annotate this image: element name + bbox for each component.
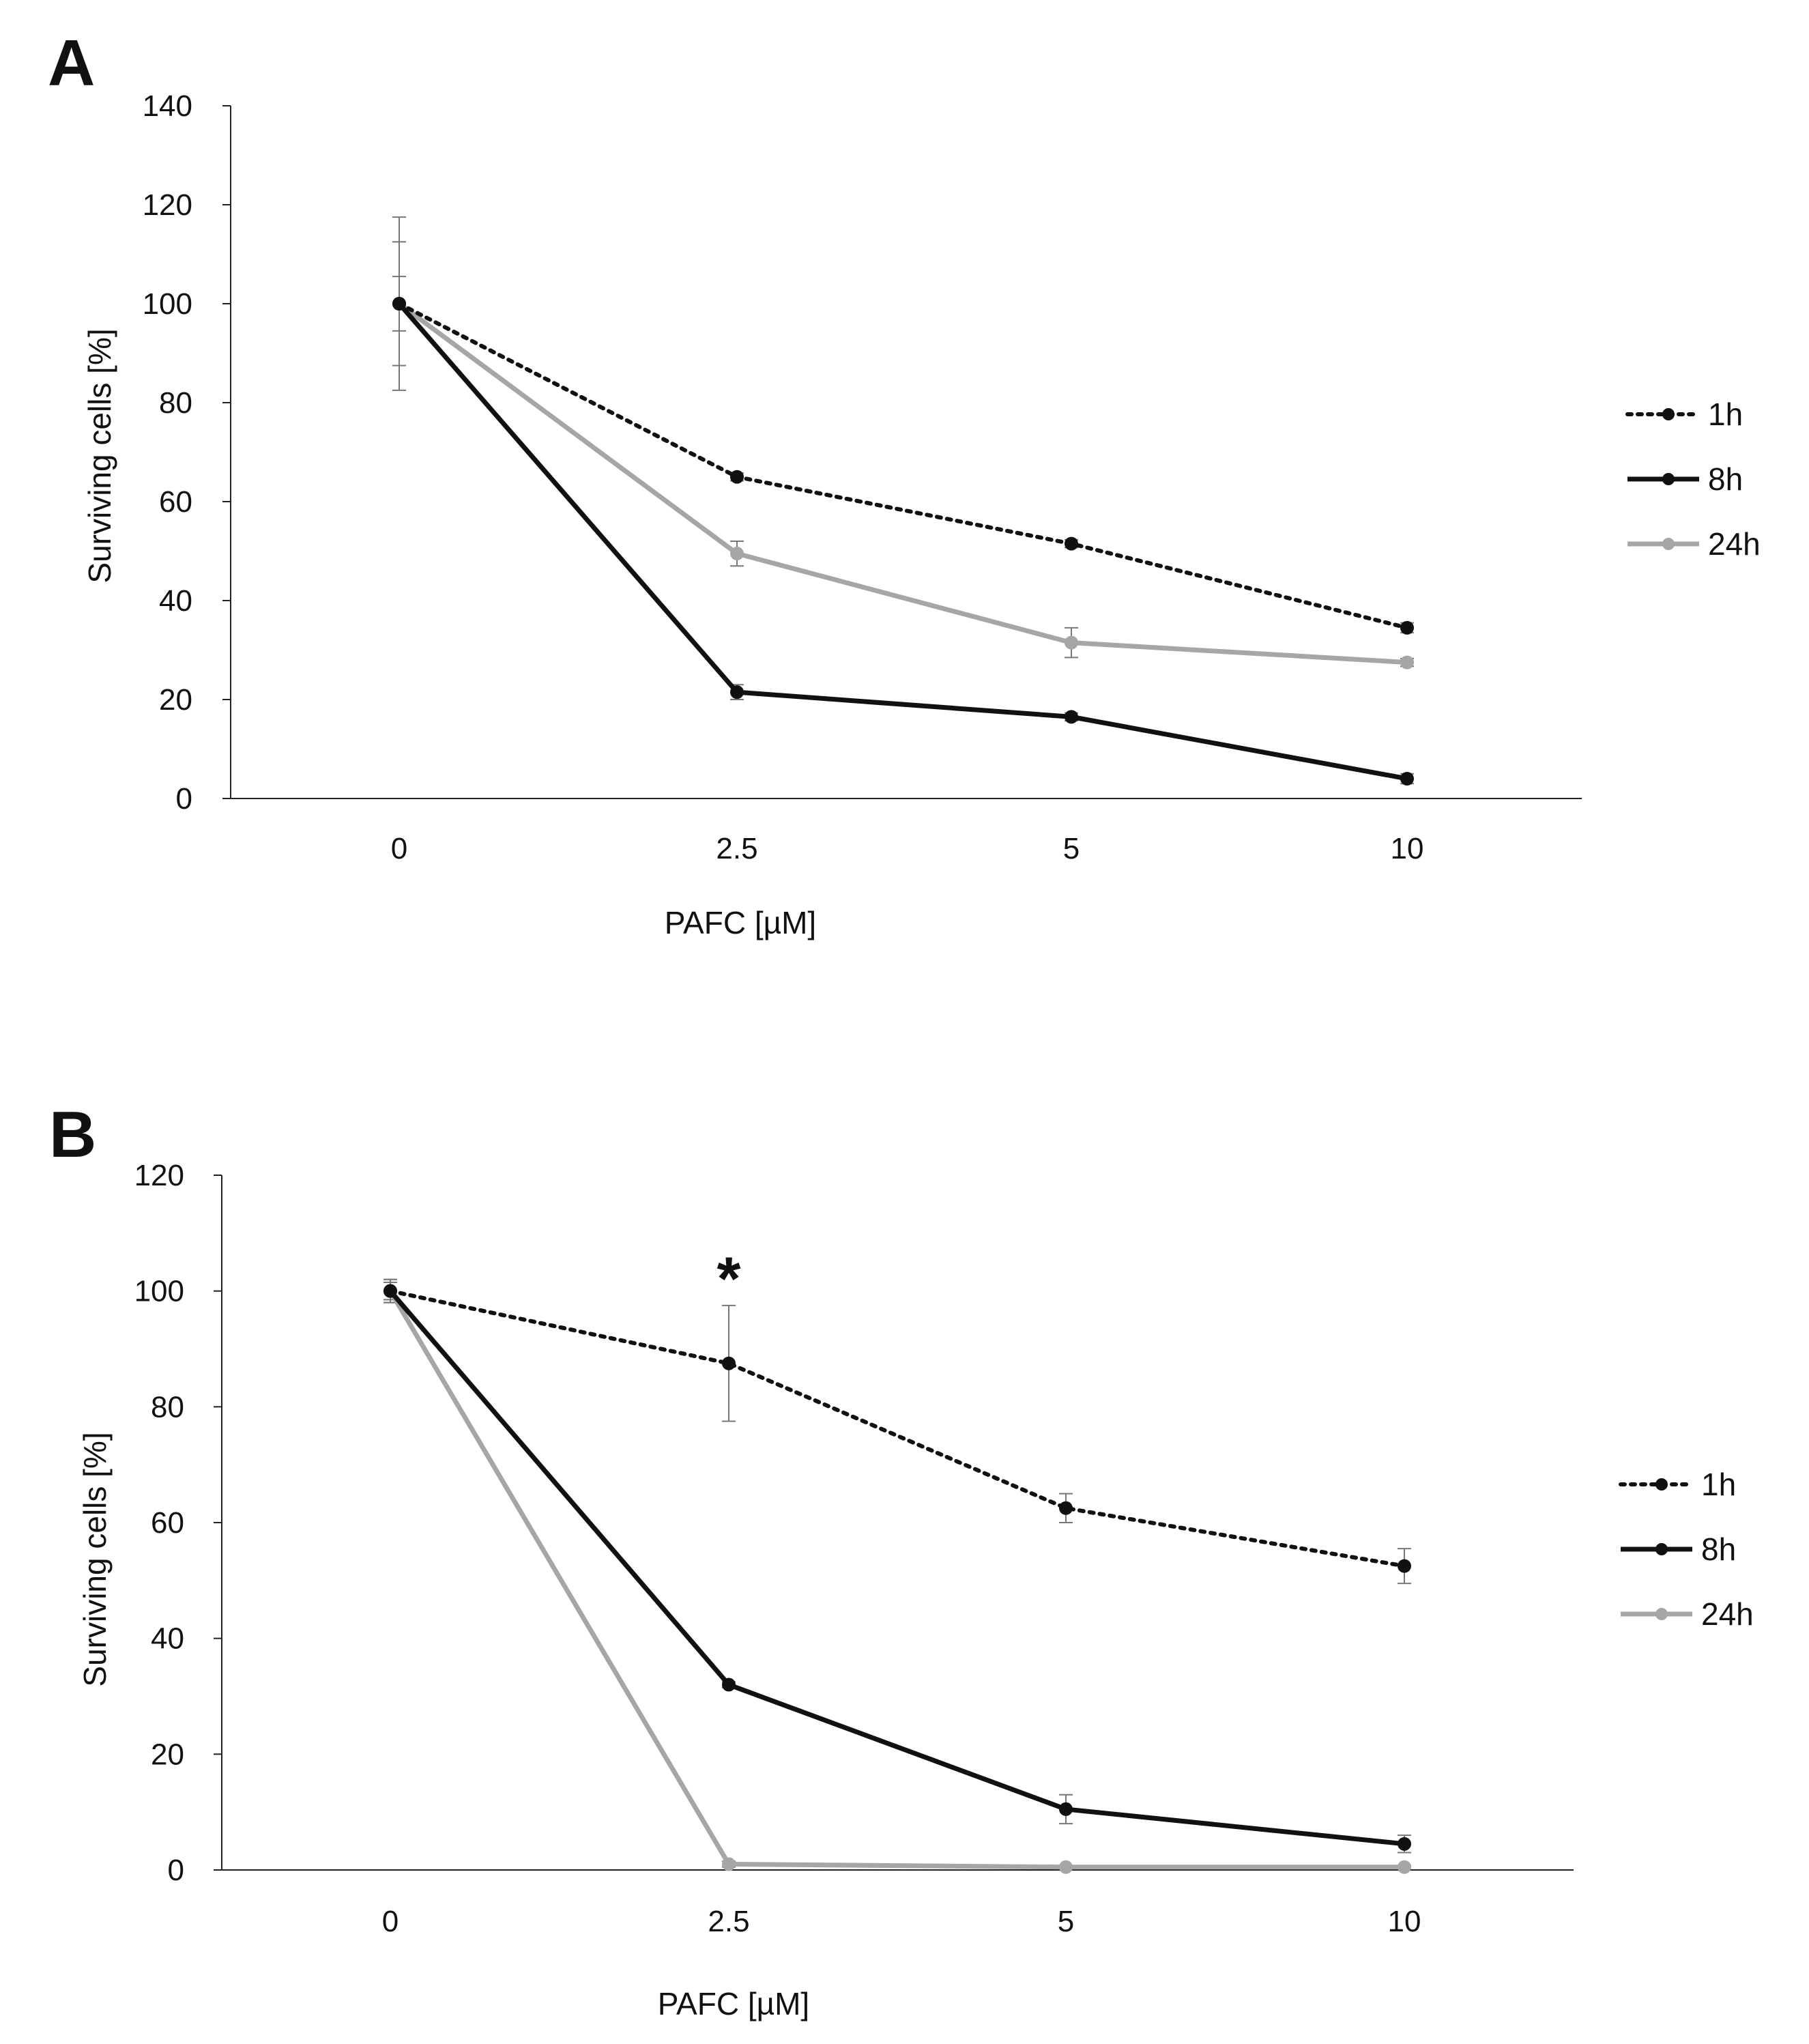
panel-letter: B: [49, 1098, 96, 1171]
data-point-24h: [1059, 1860, 1073, 1874]
data-point-24h: [1065, 635, 1078, 650]
series-line-24h: [397, 302, 1408, 665]
y-tick-label: 60: [151, 1506, 184, 1540]
x-axis-title: PAFC [µM]: [665, 905, 816, 940]
x-axis-title: PAFC [µM]: [658, 1986, 809, 2021]
legend-marker-1h: [1655, 1478, 1668, 1491]
series-line-1h: [388, 1289, 1406, 1568]
y-tick-label: 40: [151, 1622, 184, 1656]
y-axis-title: Surviving cells [%]: [77, 1432, 113, 1686]
y-tick-label: 120: [143, 188, 192, 222]
y-tick-label: 100: [134, 1275, 184, 1308]
legend: 1h 8h 24h: [1625, 397, 1761, 562]
y-tick-label: 80: [159, 386, 192, 420]
data-point-1h: [1400, 620, 1414, 635]
legend-label-1h: 1h: [1701, 1467, 1736, 1502]
y-tick-label: 40: [159, 584, 192, 618]
y-tick-label: 0: [176, 782, 192, 816]
y-tick-label: 80: [151, 1390, 184, 1424]
data-point-1h: [1059, 1501, 1073, 1515]
y-tick-label: 100: [143, 287, 192, 321]
legend-label-24h: 24h: [1708, 526, 1761, 562]
data-point-8h: [1065, 710, 1078, 724]
legend-marker-8h: [1662, 473, 1675, 485]
series-line-24h: [388, 1289, 1404, 1870]
x-tick-label: 5: [1058, 1905, 1074, 1938]
legend-marker-24h: [1655, 1608, 1668, 1620]
data-point-24h: [1400, 655, 1414, 670]
legend-marker-24h: [1662, 538, 1675, 550]
significance-marker: *: [717, 1246, 740, 1314]
legend-label-8h: 8h: [1708, 461, 1743, 497]
y-tick-label: 140: [143, 89, 192, 123]
data-point-1h: [1398, 1559, 1411, 1573]
legend: 1h 8h 24h: [1619, 1467, 1754, 1632]
data-point-8h: [722, 1678, 736, 1692]
legend-marker-1h: [1662, 408, 1675, 420]
data-point-8h: [1400, 772, 1414, 786]
legend-marker-8h: [1655, 1543, 1668, 1555]
x-tick-label: 0: [382, 1905, 399, 1938]
x-tick-label: 10: [1388, 1905, 1421, 1938]
x-tick-label: 2.5: [716, 832, 757, 865]
x-tick-label: 0: [391, 832, 407, 865]
legend-label-24h: 24h: [1701, 1596, 1754, 1632]
chart-panel-b: B Surviving cells [%] PAFC [µM] 0 20 40 60 8…: [49, 1098, 1754, 2021]
data-point-24h: [722, 1857, 736, 1871]
chart-panel-a: A Surviving cells [%] PAFC [µM] 0 20 40 60 8…: [48, 27, 1761, 940]
series-line-8h: [397, 302, 1408, 781]
y-tick-label: 20: [151, 1738, 184, 1771]
data-point-1h: [1065, 536, 1078, 551]
data-point-24h: [730, 547, 744, 561]
y-tick-label: 20: [159, 683, 192, 717]
data-point-8h: [730, 685, 744, 700]
y-tick-label: 60: [159, 485, 192, 519]
data-point-8h: [1398, 1837, 1411, 1851]
x-tick-label: 2.5: [708, 1905, 749, 1938]
series-line-1h: [397, 302, 1409, 630]
legend-label-8h: 8h: [1701, 1531, 1736, 1567]
data-point-8h: [392, 297, 406, 311]
y-tick-label: 0: [168, 1854, 184, 1887]
data-point-1h: [722, 1356, 736, 1370]
x-tick-label: 10: [1391, 832, 1424, 865]
y-tick-label: 120: [134, 1159, 184, 1192]
data-point-1h: [730, 470, 744, 484]
data-point-24h: [1398, 1860, 1411, 1874]
data-point-8h: [383, 1284, 397, 1298]
y-axis-title: Surviving cells [%]: [82, 328, 117, 583]
panel-letter: A: [48, 27, 95, 100]
x-tick-label: 5: [1063, 832, 1080, 865]
legend-label-1h: 1h: [1708, 397, 1743, 432]
data-point-8h: [1059, 1802, 1073, 1816]
series-line-8h: [388, 1289, 1405, 1847]
